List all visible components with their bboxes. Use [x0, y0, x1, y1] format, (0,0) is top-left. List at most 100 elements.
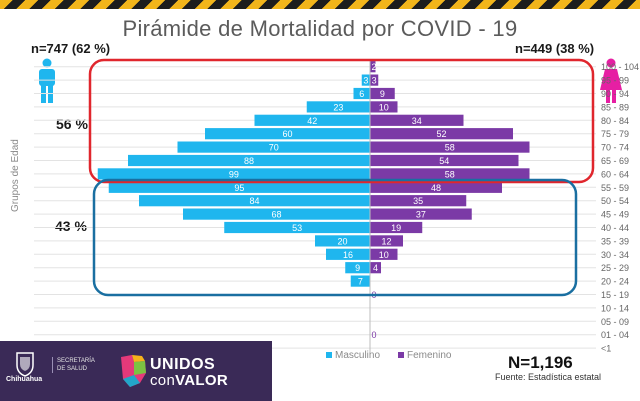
bar-male-40-44 [224, 221, 370, 234]
tick-label: 30 - 34 [601, 250, 629, 260]
data-label-male: 70 [269, 143, 279, 153]
data-label-male: 7 [358, 277, 363, 287]
lower-age-group-box [92, 178, 578, 297]
bar-female-75-79 [370, 128, 513, 140]
tick-label: 10 - 14 [601, 303, 629, 313]
bar-male-65-69 [128, 154, 370, 167]
tick-label: 35 - 39 [601, 236, 629, 246]
colorful-map-logo [118, 353, 148, 394]
bar-female-85-89 [370, 101, 398, 113]
tick-label: 20 - 24 [601, 277, 629, 287]
bar-male-95-99 [361, 74, 370, 86]
data-label-female: 34 [412, 116, 422, 126]
tick-label: 50 - 54 [601, 196, 629, 206]
brand-valor: VALOR [175, 372, 228, 389]
bar-female-95-99 [370, 74, 379, 86]
tick-label: 45 - 49 [601, 210, 629, 220]
tick-label: 100 - 104 [601, 62, 639, 72]
data-label-female: 3 [372, 76, 377, 86]
hazard-stripe-banner [0, 0, 640, 9]
female-person-icon [598, 58, 624, 109]
bar-female-70-74 [370, 141, 530, 153]
data-label-female: 37 [416, 210, 426, 220]
de-salud-label: DE SALUD [57, 366, 88, 372]
tick-label: 55 - 59 [601, 183, 629, 193]
data-label-female: 58 [445, 169, 455, 179]
bar-female-25-29 [370, 262, 381, 274]
data-label-female: 10 [379, 250, 389, 260]
bar-female-45-49 [370, 208, 472, 220]
tick-label: 15 - 19 [601, 290, 629, 300]
data-label-female: 4 [373, 263, 378, 273]
bar-female-40-44 [370, 221, 423, 234]
total-count: N=1,196 [508, 353, 573, 372]
tick-label: 75 - 79 [601, 129, 629, 139]
bar-female-90-94 [370, 87, 395, 100]
tick-label: 70 - 74 [601, 143, 629, 153]
tick-label: 85 - 89 [601, 102, 629, 112]
data-label-female: 19 [391, 223, 401, 233]
data-label-male: 68 [271, 210, 281, 220]
brand-unidos: UNIDOS [150, 356, 216, 373]
bar-female-65-69 [370, 154, 519, 167]
legend-male: Masculino [326, 350, 380, 361]
tick-label: <1 [601, 344, 611, 354]
data-label-male: 99 [229, 169, 239, 179]
data-label-male: 16 [343, 250, 353, 260]
data-label-male: 9 [355, 263, 360, 273]
bar-male-20-24 [350, 275, 370, 287]
state-name: Chihuahua [6, 376, 43, 383]
tick-label: 01 - 04 [601, 330, 629, 340]
bar-male-35-39 [315, 235, 370, 247]
state-shield-logo [8, 351, 42, 395]
bar-female-30-34 [370, 248, 398, 260]
legend-female-swatch [398, 352, 404, 359]
brand-con: con [150, 372, 176, 389]
data-label-female: 2 [371, 62, 376, 72]
bar-female-35-39 [370, 235, 403, 247]
legend-male-swatch [326, 352, 332, 359]
data-label-male: 84 [249, 196, 259, 206]
bar-male-50-54 [139, 195, 370, 207]
chart-title: Pirámide de Mortalidad por COVID - 19 [122, 16, 518, 41]
female-count-label: n=449 (38 %) [515, 41, 595, 56]
data-label-male: 6 [359, 89, 364, 99]
tick-label: 90 - 94 [601, 89, 629, 99]
data-source: Fuente: Estadística estatal [495, 372, 602, 382]
secretaria-de-salud: SECRETARÍA DE SALUD [52, 357, 95, 373]
data-label-female: 0 [371, 330, 376, 340]
tick-label: 80 - 84 [601, 116, 629, 126]
secretaria-label: SECRETARÍA [57, 358, 95, 364]
bar-male-60-64 [97, 168, 370, 180]
lower-group-percent: 43 % [55, 218, 87, 234]
data-label-male: 23 [333, 102, 343, 112]
data-label-female: 9 [380, 89, 385, 99]
tick-label: 05 - 09 [601, 317, 629, 327]
tick-label: 40 - 44 [601, 223, 629, 233]
tick-label: 60 - 64 [601, 169, 629, 179]
bar-male-75-79 [205, 128, 370, 140]
data-label-male: 20 [337, 236, 347, 246]
bar-male-90-94 [353, 87, 370, 100]
tick-label: 65 - 69 [601, 156, 629, 166]
bar-male-45-49 [183, 208, 370, 220]
legend-female-label: Femenino [407, 350, 452, 361]
bar-female-60-64 [370, 168, 530, 180]
bar-male-70-74 [177, 141, 370, 153]
brand-con-valor: conVALOR [150, 372, 228, 389]
bar-male-30-34 [326, 248, 370, 260]
bar-female-50-54 [370, 195, 467, 207]
tick-label: 95 - 99 [601, 76, 629, 86]
data-label-male: 95 [234, 183, 244, 193]
data-label-female: 52 [436, 129, 446, 139]
bar-female-100-104 [370, 61, 376, 73]
data-label-male: 42 [307, 116, 317, 126]
legend-male-label: Masculino [335, 350, 381, 361]
data-label-female: 10 [379, 102, 389, 112]
bar-male-80-84 [254, 114, 370, 126]
data-label-female: 54 [439, 156, 449, 166]
bar-female-55-59 [370, 181, 502, 193]
data-label-female: 12 [381, 236, 391, 246]
data-label-female: 58 [445, 143, 455, 153]
